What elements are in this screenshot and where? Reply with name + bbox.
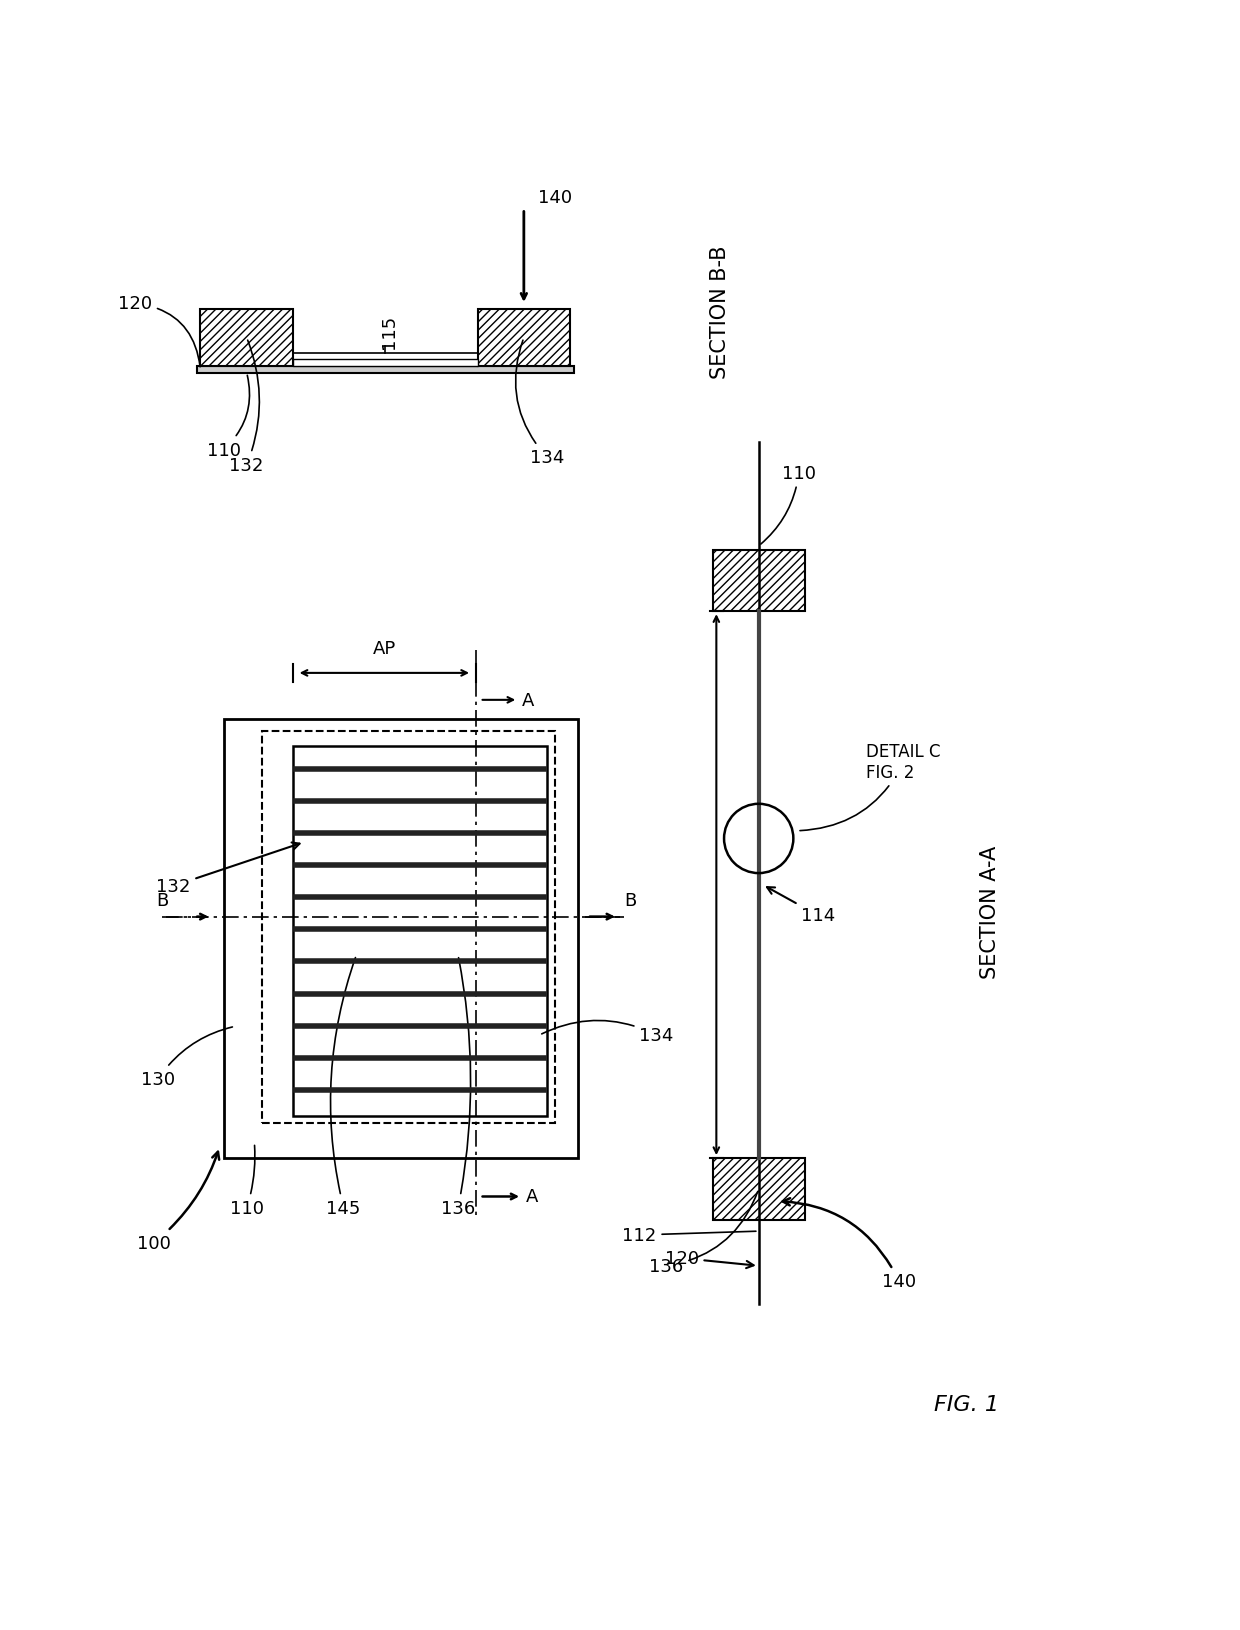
Text: FIG. 1: FIG. 1 — [934, 1395, 999, 1415]
Text: A: A — [522, 691, 534, 709]
Text: DETAIL C
FIG. 2: DETAIL C FIG. 2 — [800, 743, 941, 831]
Text: 140: 140 — [782, 1198, 916, 1291]
Text: 140: 140 — [538, 189, 572, 207]
Text: SECTION A-A: SECTION A-A — [980, 846, 999, 978]
Bar — [713, 1159, 805, 1219]
Text: 114: 114 — [768, 888, 836, 924]
Text: AP: AP — [373, 641, 396, 659]
Text: 132: 132 — [229, 341, 264, 474]
Bar — [713, 551, 805, 611]
Bar — [293, 747, 547, 1117]
Text: 100: 100 — [138, 1152, 219, 1252]
Text: 120: 120 — [118, 295, 200, 367]
Text: A: A — [526, 1188, 538, 1206]
Bar — [223, 720, 578, 1159]
Text: 132: 132 — [156, 843, 300, 895]
Bar — [293, 360, 477, 367]
Text: 134: 134 — [516, 341, 564, 468]
Bar — [477, 310, 570, 367]
Bar — [197, 367, 574, 373]
Text: 112: 112 — [622, 1226, 756, 1244]
Bar — [262, 732, 554, 1123]
Text: B: B — [156, 892, 169, 910]
Text: SECTION B-B: SECTION B-B — [711, 244, 730, 378]
Text: 115: 115 — [381, 315, 398, 349]
Text: 130: 130 — [141, 1027, 232, 1089]
Text: 136: 136 — [650, 1192, 758, 1275]
Text: 134: 134 — [542, 1020, 673, 1045]
Text: 110: 110 — [207, 377, 249, 460]
Text: 145: 145 — [326, 958, 361, 1218]
Text: 136: 136 — [441, 958, 475, 1218]
Text: B: B — [624, 892, 636, 910]
Text: 110: 110 — [761, 465, 816, 544]
Text: 120: 120 — [665, 1249, 754, 1268]
Text: 110: 110 — [229, 1146, 264, 1218]
Bar — [201, 310, 293, 367]
